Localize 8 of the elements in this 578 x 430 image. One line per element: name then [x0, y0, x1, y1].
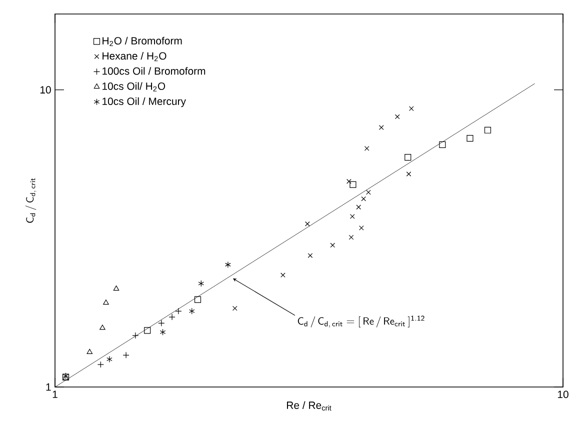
legend-label: 10cs Oil/ H$_{2}$O [102, 82, 166, 92]
legend-label: 10cs Oil / Mercury [102, 97, 186, 108]
legend-label: H$_{2}$O / Bromoform [102, 36, 182, 46]
legend-label: Hexane / H$_{2}$O [102, 52, 166, 62]
x-axis-title: Re / Re$_{crit}$ [287, 401, 332, 411]
annotation: $\mathsf{C_{d}\,/\,C_{d,\,crit} = [\,Re\,/\,Re_{crit}\,]^{1.12}}$ [298, 316, 424, 328]
legend-label: 100cs Oil / Bromoform [102, 67, 206, 75]
y-axis-title: $\mathsf{C_{d}\,/\,C_{d,\,crit}}$ [25, 178, 36, 223]
